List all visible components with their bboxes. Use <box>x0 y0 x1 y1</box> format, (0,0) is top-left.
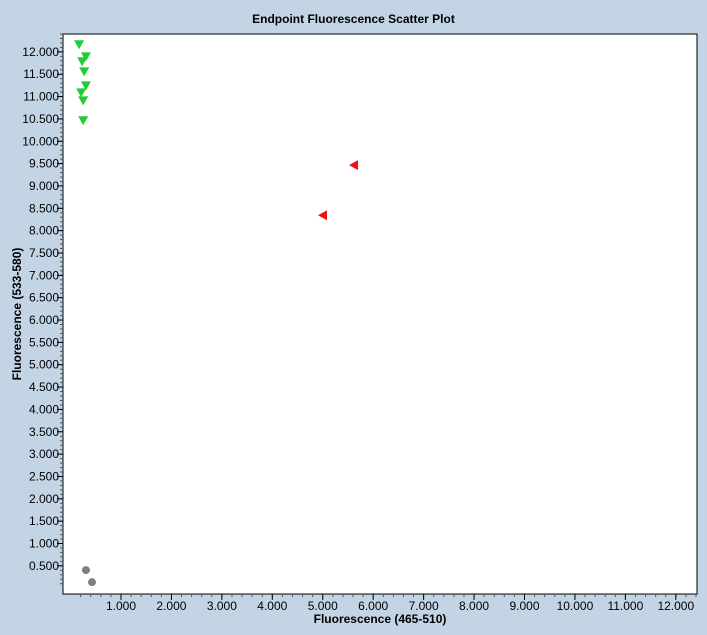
data-point-triangle-left <box>318 210 328 221</box>
y-tick-label: 10.000 <box>22 134 59 148</box>
y-tick-label: 5.500 <box>29 335 59 349</box>
y-axis-label: Fluorescence (533-580) <box>10 247 24 381</box>
y-tick-label: 7.000 <box>29 268 59 282</box>
data-point-triangle-down <box>74 40 85 50</box>
data-point-circle <box>88 578 97 587</box>
y-tick-label: 8.000 <box>29 224 59 238</box>
y-tick-label: 0.500 <box>29 559 59 573</box>
data-point-triangle-down <box>80 81 91 91</box>
data-point-triangle-down <box>76 88 87 98</box>
x-tick-label: 4.000 <box>257 599 287 613</box>
y-tick-label: 12.000 <box>22 45 59 59</box>
y-tick-label: 9.000 <box>29 179 59 193</box>
y-tick-label: 9.500 <box>29 157 59 171</box>
data-point-triangle-down <box>78 116 89 126</box>
x-tick-label: 12.000 <box>657 599 694 613</box>
y-tick-label: 1.500 <box>29 514 59 528</box>
y-tick-label: 5.000 <box>29 358 59 372</box>
y-tick-label: 4.500 <box>29 380 59 394</box>
plot-area <box>62 33 698 595</box>
data-point-triangle-down <box>80 52 91 62</box>
x-tick-label: 6.000 <box>358 599 388 613</box>
y-tick-label: 8.500 <box>29 201 59 215</box>
y-tick-label: 2.500 <box>29 469 59 483</box>
x-tick-label: 2.000 <box>156 599 186 613</box>
data-point-triangle-down <box>79 67 90 77</box>
x-tick-label: 3.000 <box>207 599 237 613</box>
chart-title: Endpoint Fluorescence Scatter Plot <box>252 12 455 26</box>
data-point-triangle-down <box>77 57 88 67</box>
data-point-triangle-down <box>78 96 89 106</box>
x-tick-label: 10.000 <box>557 599 594 613</box>
x-tick-label: 5.000 <box>308 599 338 613</box>
y-tick-label: 7.500 <box>29 246 59 260</box>
y-tick-label: 4.000 <box>29 402 59 416</box>
data-point-triangle-left <box>349 160 359 171</box>
x-tick-label: 11.000 <box>607 599 643 613</box>
y-tick-label: 6.500 <box>29 291 59 305</box>
y-tick-label: 6.000 <box>29 313 59 327</box>
x-tick-label: 1.000 <box>106 599 136 613</box>
y-tick-label: 3.000 <box>29 447 59 461</box>
y-tick-label: 11.500 <box>23 67 59 81</box>
x-axis-label: Fluorescence (465-510) <box>313 612 447 626</box>
y-tick-label: 11.000 <box>23 90 59 104</box>
y-tick-label: 10.500 <box>22 112 59 126</box>
x-tick-label: 7.000 <box>409 599 439 613</box>
data-point-circle <box>81 566 90 575</box>
y-tick-label: 2.000 <box>29 492 59 506</box>
x-tick-label: 9.000 <box>509 599 539 613</box>
y-tick-label: 3.500 <box>29 425 59 439</box>
y-tick-label: 1.000 <box>29 536 59 550</box>
x-tick-label: 8.000 <box>459 599 489 613</box>
